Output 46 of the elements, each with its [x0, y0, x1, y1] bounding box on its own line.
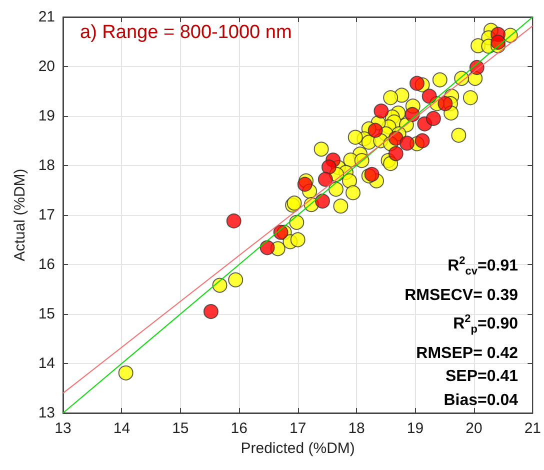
annotation: RMSECV= 0.39 [404, 287, 518, 304]
y-tick-label: 13 [38, 404, 55, 422]
point [368, 122, 383, 138]
y-tick-label: 16 [38, 256, 55, 273]
y-axis-title: Actual (%DM) [11, 168, 28, 262]
point [273, 224, 288, 240]
x-tick-label: 14 [113, 420, 130, 437]
point [321, 159, 336, 174]
point [260, 240, 275, 256]
point [318, 172, 333, 187]
point [203, 304, 218, 320]
point [410, 76, 425, 91]
y-tick-label: 15 [38, 306, 55, 322]
y-tick-label: 19 [38, 108, 55, 124]
x-tick-label: 18 [348, 420, 365, 437]
annotation: SEP=0.41 [446, 368, 518, 386]
annotation: RMSEP= 0.42 [416, 344, 518, 362]
x-tick-label: 17 [289, 420, 306, 437]
point [297, 176, 312, 192]
point [400, 136, 415, 151]
point [226, 213, 242, 228]
point [315, 194, 330, 209]
point [414, 133, 430, 148]
x-tick-label: 16 [230, 420, 248, 437]
point [374, 104, 389, 119]
x-tick-label: 13 [54, 420, 72, 437]
y-tick-label: 21 [38, 8, 55, 26]
annotation: R$^{2}$$_{p}$=0.90 [453, 312, 518, 336]
y-tick-label: 17 [38, 206, 55, 224]
x-tick-label: 21 [524, 420, 541, 437]
y-tick-label: 18 [38, 157, 55, 174]
point [388, 146, 404, 162]
point [438, 96, 453, 112]
point [426, 110, 441, 126]
y-tick-label: 14 [38, 355, 55, 372]
point [490, 34, 506, 50]
y-tick-label: 20 [38, 58, 55, 75]
x-axis-title: Predicted (%DM) [240, 440, 355, 457]
point [422, 88, 437, 104]
point [364, 166, 380, 182]
chart-title: a) Range = 800-1000 nm [80, 22, 292, 44]
x-tick-label: 20 [466, 420, 482, 437]
annotation: Bias=0.04 [444, 392, 518, 409]
x-tick-label: 15 [172, 420, 189, 437]
annotation: R$^{2}$$_{cv}$=0.91 [448, 255, 518, 278]
x-tick-label: 19 [406, 420, 424, 437]
